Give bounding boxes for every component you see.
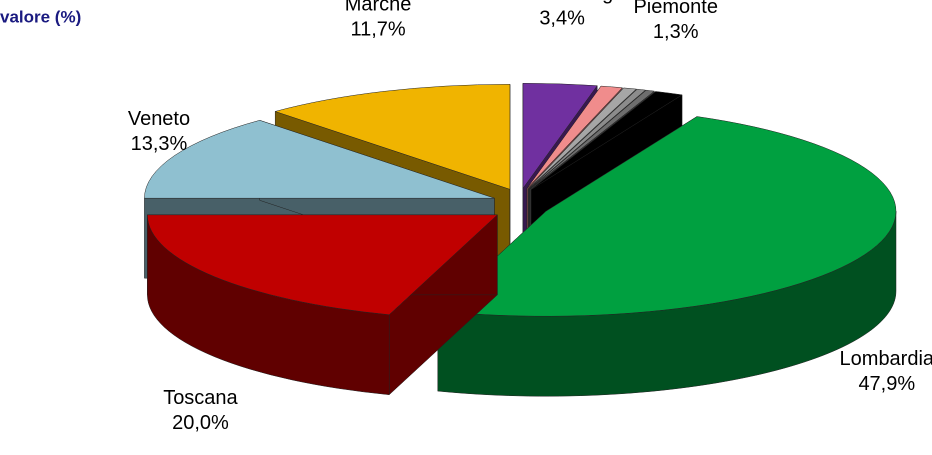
data-label: 3,4% <box>539 7 585 29</box>
slice-top <box>147 214 498 315</box>
slice <box>437 116 897 397</box>
slice-top <box>530 91 683 190</box>
data-label-name: Piemonte <box>633 0 718 18</box>
slice-top <box>529 89 656 190</box>
data-label: 11,7% <box>350 18 405 40</box>
data-label-name: Toscana <box>163 387 238 409</box>
data-label: 20,0% <box>172 412 229 434</box>
slice <box>147 214 498 396</box>
labels: Emilia Romagna 3,4% Marche 11,7% Piemonte 1,3… <box>128 0 932 434</box>
slice-top <box>527 87 637 190</box>
data-label-name: Veneto <box>128 108 190 130</box>
pie <box>144 83 897 397</box>
chart-title: valore (%) <box>0 7 81 26</box>
slice-top <box>526 85 623 189</box>
data-label: 47,9% <box>858 373 915 395</box>
data-label-name: Emilia Romagna <box>489 0 637 4</box>
data-label-name: Lombardia <box>840 348 932 370</box>
slice-top <box>528 88 647 190</box>
data-label: 1,3% <box>653 21 699 43</box>
slice-top <box>522 83 598 190</box>
data-label-name: Marche <box>345 0 412 15</box>
slice-top <box>144 120 495 199</box>
slice-top <box>274 84 511 190</box>
slice-top <box>437 116 897 317</box>
data-label: 13,3% <box>131 133 188 155</box>
